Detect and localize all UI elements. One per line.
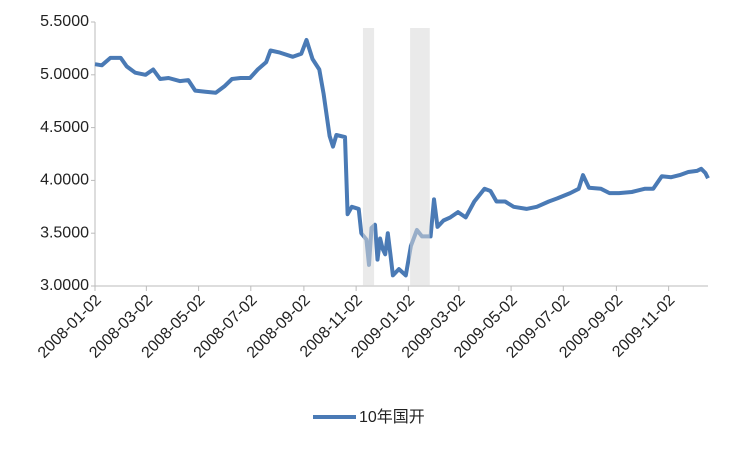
shaded-period xyxy=(410,28,430,286)
y-tick-label: 3.0000 xyxy=(40,277,89,294)
y-tick-label: 5.5000 xyxy=(40,13,89,30)
y-tick-label: 3.5000 xyxy=(40,224,89,241)
data-line xyxy=(94,38,710,278)
y-tick-label: 4.5000 xyxy=(40,119,89,136)
legend-label: 10年国开 xyxy=(359,408,425,426)
y-tick-label: 5.0000 xyxy=(40,66,89,83)
shaded-period xyxy=(362,28,375,286)
y-tick-label: 4.0000 xyxy=(40,172,89,189)
